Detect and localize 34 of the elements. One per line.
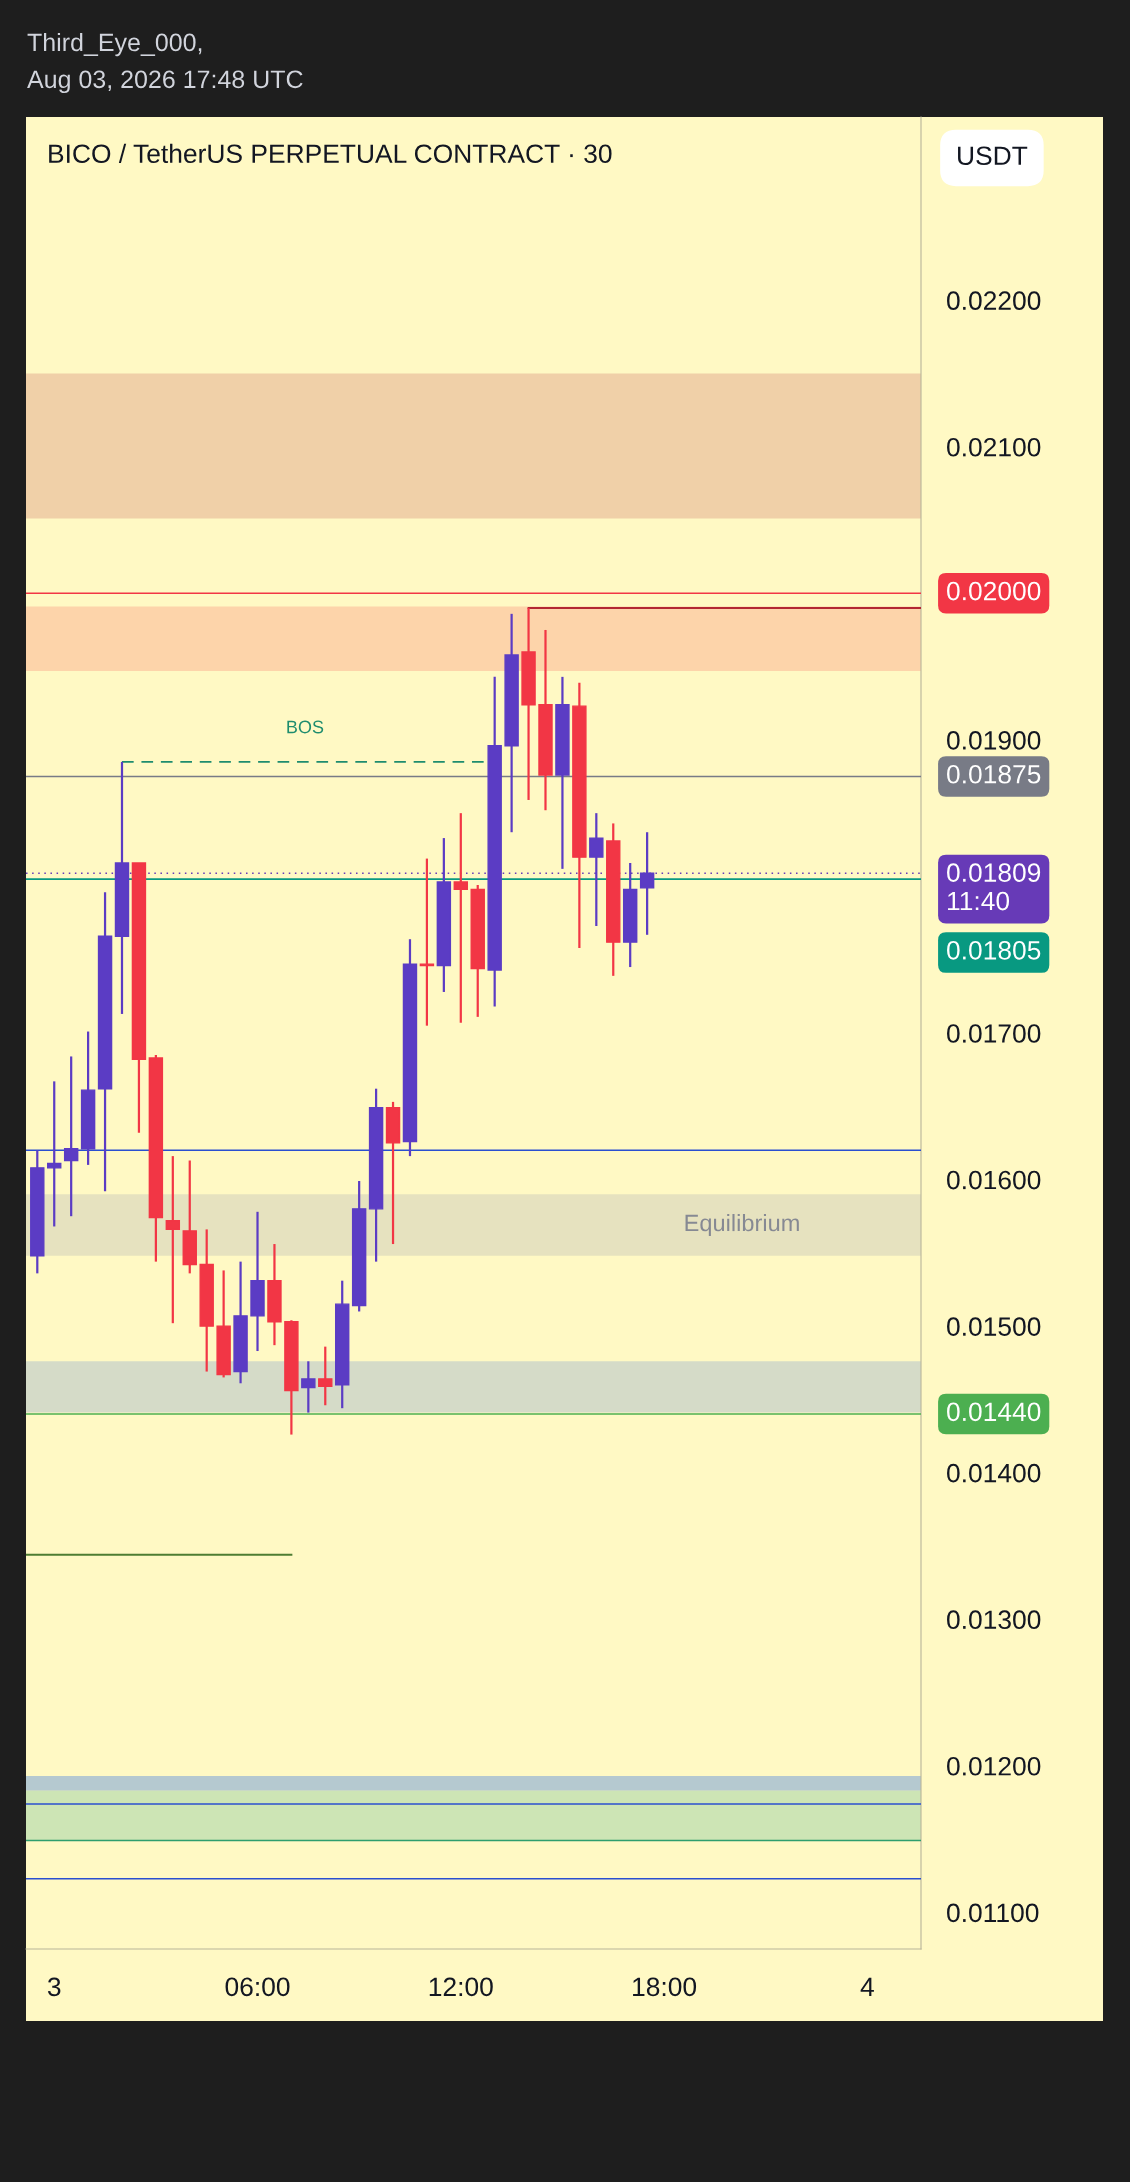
y-tick-label: 0.01300 <box>947 1610 1041 1630</box>
annotation: BOS <box>287 720 324 734</box>
x-tick-label: 4 <box>860 1977 874 1996</box>
ref-line-label: 0.01809 11:40 <box>947 863 1041 911</box>
candlestick <box>301 1360 316 1414</box>
x-tick-label: 18:00 <box>633 1977 697 1997</box>
ref-line-label: 0.02000 <box>947 581 1041 601</box>
y-tick-label: 0.02200 <box>947 291 1041 311</box>
y-axis-title: USDT <box>958 146 1028 166</box>
candlestick <box>47 1080 62 1228</box>
candlestick <box>639 831 655 936</box>
y-tick-label: 0.01500 <box>947 1317 1041 1336</box>
candlestick <box>589 812 604 928</box>
candlestick <box>453 812 469 1024</box>
y-tick-label: 0.01200 <box>947 1756 1041 1776</box>
y-tick-label: 0.01600 <box>947 1170 1041 1190</box>
candlestick <box>419 857 435 1027</box>
candlestick <box>63 1055 79 1218</box>
x-tick-label: 06:00 <box>225 1977 290 1997</box>
y-tick-label: 0.01900 <box>947 731 1041 750</box>
text: Third_Eye_000, Aug 03, 2026 17:48 UTC <box>27 32 303 94</box>
band-label: Equilibrium <box>685 1213 799 1236</box>
y-tick-label: 0.01100 <box>947 1903 1039 1923</box>
y-tick-label: 0.01700 <box>947 1024 1041 1043</box>
candlestick <box>318 1345 333 1407</box>
x-tick-label: 12:00 <box>429 1977 493 1997</box>
ref-line-label: 0.01440 <box>947 1402 1041 1422</box>
y-tick-label: 0.02100 <box>947 437 1041 457</box>
text: BICO / TetherUS PERPETUAL CONTRACT · 30 <box>49 143 612 164</box>
y-tick-label: 0.01400 <box>947 1463 1041 1483</box>
candlestick <box>165 1155 181 1325</box>
x-tick-label: 3 <box>47 1977 61 1997</box>
ref-line-label: 0.01875 <box>947 764 1041 784</box>
ref-line-label: 0.01805 <box>947 940 1041 960</box>
